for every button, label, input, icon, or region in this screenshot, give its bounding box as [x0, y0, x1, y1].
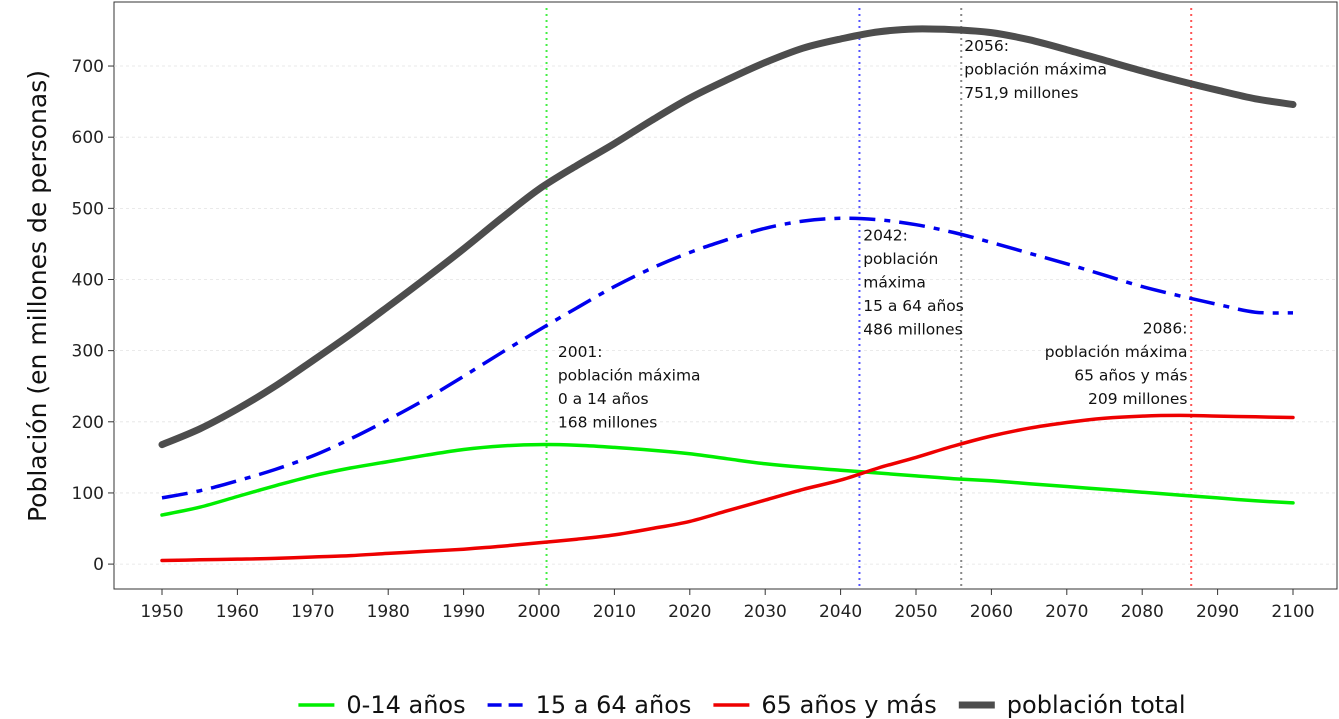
legend-label: 65 años y más	[761, 691, 936, 719]
x-tick-label: 1960	[216, 602, 259, 622]
annotations: 2001: población máxima 0 a 14 años 168 mill…	[558, 37, 1188, 431]
x-tick-label: 2080	[1121, 602, 1164, 622]
legend: 0-14 años 15 a 64 años 65 años y más poblac…	[298, 691, 1186, 719]
annotation-text: 15 a 64 años	[863, 297, 964, 315]
legend-item: población total	[958, 691, 1186, 719]
legend-item: 65 años y más	[713, 691, 937, 719]
annotation-text: 2056:	[964, 37, 1009, 55]
x-tick-label: 2040	[819, 602, 862, 622]
x-tick-label: 1980	[367, 602, 410, 622]
annotation-text: población máxima	[1045, 343, 1188, 361]
annotation-text: 65 años y más	[1074, 367, 1187, 385]
x-tick-label: 2090	[1196, 602, 1239, 622]
annotation-text: 0 a 14 años	[558, 390, 649, 408]
reference-lines	[545, 8, 1193, 589]
x-tick-label: 1970	[291, 602, 334, 622]
x-tick-label: 2050	[894, 602, 937, 622]
y-axis-label: Población (en millones de personas)	[23, 70, 52, 522]
annotation-text: 751,9 millones	[964, 84, 1078, 102]
y-tick-label: 200	[72, 413, 104, 433]
annotation-text: 209 millones	[1088, 390, 1187, 408]
x-tick-label: 2000	[517, 602, 560, 622]
x-tick-label: 1950	[140, 602, 183, 622]
legend-item: 15 a 64 años	[487, 691, 692, 719]
legend-item: 0-14 años	[298, 691, 466, 719]
y-axis: 0 100 200 300 400 500 600 700	[72, 57, 114, 575]
x-tick-label: 1990	[442, 602, 485, 622]
series-line	[158, 25, 1297, 449]
series-lines	[158, 25, 1297, 563]
x-axis: 1950 1960 1970 1980 1990 2000 2010 2020 2030 2040…	[140, 589, 1315, 622]
legend-label: 15 a 64 años	[536, 691, 692, 719]
y-tick-label: 100	[72, 484, 104, 504]
annotation-text: población	[863, 250, 938, 268]
series-line	[160, 442, 1295, 517]
x-tick-label: 2060	[970, 602, 1013, 622]
annotation-text: 2001:	[558, 343, 603, 361]
y-tick-label: 500	[72, 199, 104, 219]
y-tick-label: 700	[72, 57, 104, 77]
x-tick-label: 2020	[668, 602, 711, 622]
annotation-text: máxima	[863, 273, 926, 291]
legend-label: población total	[1007, 691, 1186, 719]
series-line	[161, 216, 1294, 500]
y-tick-label: 300	[72, 342, 104, 362]
x-tick-label: 2070	[1045, 602, 1088, 622]
annotation-text: población máxima	[964, 61, 1107, 79]
y-tick-label: 0	[93, 555, 104, 575]
annotation-text: población máxima	[558, 367, 701, 385]
annotation-text: 2042:	[863, 226, 908, 244]
annotation-text: 486 millones	[863, 320, 962, 338]
annotation-text: 2086:	[1143, 320, 1188, 338]
x-tick-label: 2100	[1271, 602, 1314, 622]
x-tick-label: 2030	[744, 602, 787, 622]
plot-panel	[113, 1, 1338, 590]
annotation-text: 168 millones	[558, 414, 657, 432]
x-tick-label: 2010	[593, 602, 636, 622]
series-line	[160, 413, 1295, 563]
y-tick-label: 600	[72, 128, 104, 148]
y-tick-label: 400	[72, 270, 104, 290]
legend-label: 0-14 años	[346, 691, 465, 719]
